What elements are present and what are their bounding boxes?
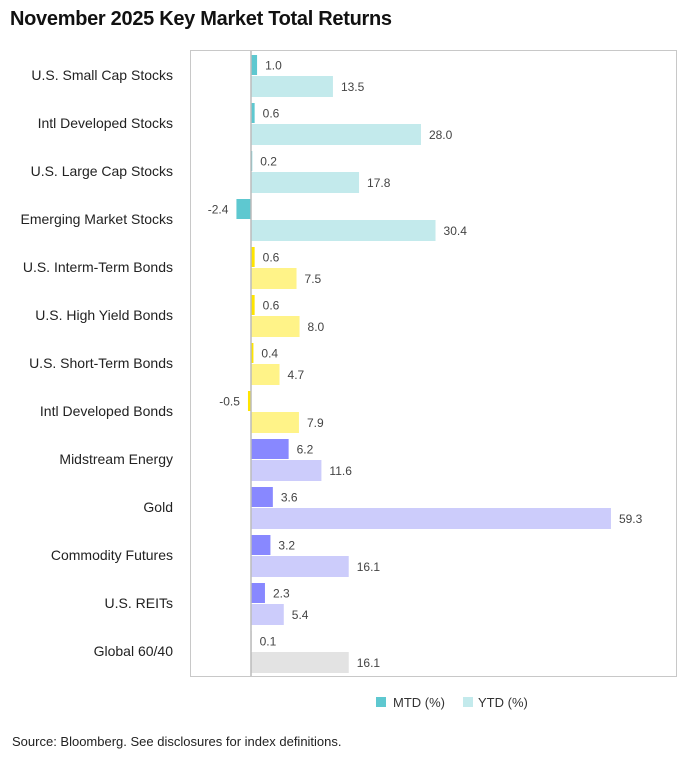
ytd-bar — [251, 508, 611, 529]
mtd-data-label: 0.6 — [263, 107, 280, 121]
mtd-data-label: 3.2 — [278, 539, 295, 553]
ytd-data-label: 30.4 — [444, 224, 468, 238]
legend-label-mtd: MTD (%) — [393, 695, 445, 710]
chart-title: November 2025 Key Market Total Returns — [10, 8, 392, 30]
category-label: U.S. High Yield Bonds — [35, 307, 173, 323]
category-label: U.S. REITs — [105, 595, 173, 611]
category-label: Intl Developed Bonds — [40, 403, 173, 419]
mtd-bar — [247, 391, 251, 411]
ytd-data-label: 16.1 — [357, 656, 381, 670]
ytd-bar — [251, 124, 421, 145]
ytd-bar — [251, 172, 360, 193]
ytd-data-label: 59.3 — [619, 512, 643, 526]
mtd-data-label: -2.4 — [208, 203, 229, 217]
ytd-data-label: 7.5 — [305, 272, 322, 286]
mtd-data-label: 0.6 — [263, 251, 280, 265]
mtd-bar — [236, 199, 251, 219]
ytd-data-label: 7.9 — [307, 416, 324, 430]
category-label: Commodity Futures — [51, 547, 173, 563]
category-label: Intl Developed Stocks — [38, 115, 173, 131]
ytd-bar — [251, 364, 280, 385]
source-note: Source: Bloomberg. See disclosures for i… — [12, 734, 342, 749]
category-label: Gold — [143, 499, 173, 515]
plot-frame — [190, 50, 677, 677]
ytd-data-label: 11.6 — [329, 464, 352, 478]
mtd-bar — [251, 439, 289, 459]
mtd-data-label: 6.2 — [297, 443, 314, 457]
ytd-data-label: 13.5 — [341, 80, 365, 94]
mtd-data-label: 0.6 — [263, 299, 280, 313]
ytd-bar — [251, 76, 333, 97]
mtd-bar — [251, 583, 265, 603]
ytd-bar — [251, 652, 349, 673]
mtd-data-label: 0.4 — [261, 347, 278, 361]
category-label: Emerging Market Stocks — [21, 211, 174, 227]
ytd-bar — [251, 316, 300, 337]
ytd-data-label: 17.8 — [367, 176, 391, 190]
ytd-data-label: 8.0 — [308, 320, 325, 334]
category-label: Global 60/40 — [94, 643, 174, 659]
mtd-bar — [251, 247, 255, 267]
category-label: U.S. Interm-Term Bonds — [23, 259, 173, 275]
mtd-bar — [251, 55, 258, 75]
ytd-data-label: 4.7 — [288, 368, 305, 382]
ytd-data-label: 5.4 — [292, 608, 309, 622]
legend: MTD (%) YTD (%) — [376, 695, 528, 710]
ytd-data-label: 28.0 — [429, 128, 453, 142]
mtd-bar — [251, 487, 273, 507]
legend-label-ytd: YTD (%) — [478, 695, 528, 710]
ytd-bar — [251, 412, 299, 433]
ytd-data-label: 16.1 — [357, 560, 381, 574]
category-label: U.S. Large Cap Stocks — [31, 163, 173, 179]
mtd-data-label: 2.3 — [273, 587, 290, 601]
ytd-bar — [251, 460, 322, 481]
ytd-bar — [251, 604, 284, 625]
ytd-bar — [251, 220, 436, 241]
mtd-bar — [251, 343, 254, 363]
mtd-bar — [251, 295, 255, 315]
mtd-data-label: -0.5 — [219, 395, 240, 409]
mtd-data-label: 3.6 — [281, 491, 298, 505]
category-label: Midstream Energy — [59, 451, 173, 467]
legend-swatch-mtd — [376, 697, 386, 707]
category-label: U.S. Short-Term Bonds — [29, 355, 173, 371]
mtd-data-label: 0.2 — [260, 155, 277, 169]
mtd-data-label: 1.0 — [265, 59, 282, 73]
legend-swatch-ytd — [463, 697, 473, 707]
mtd-data-label: 0.1 — [260, 635, 277, 649]
category-label: U.S. Small Cap Stocks — [31, 67, 173, 83]
mtd-bar — [251, 103, 255, 123]
mtd-bar — [251, 535, 271, 555]
ytd-bar — [251, 556, 349, 577]
ytd-bar — [251, 268, 297, 289]
